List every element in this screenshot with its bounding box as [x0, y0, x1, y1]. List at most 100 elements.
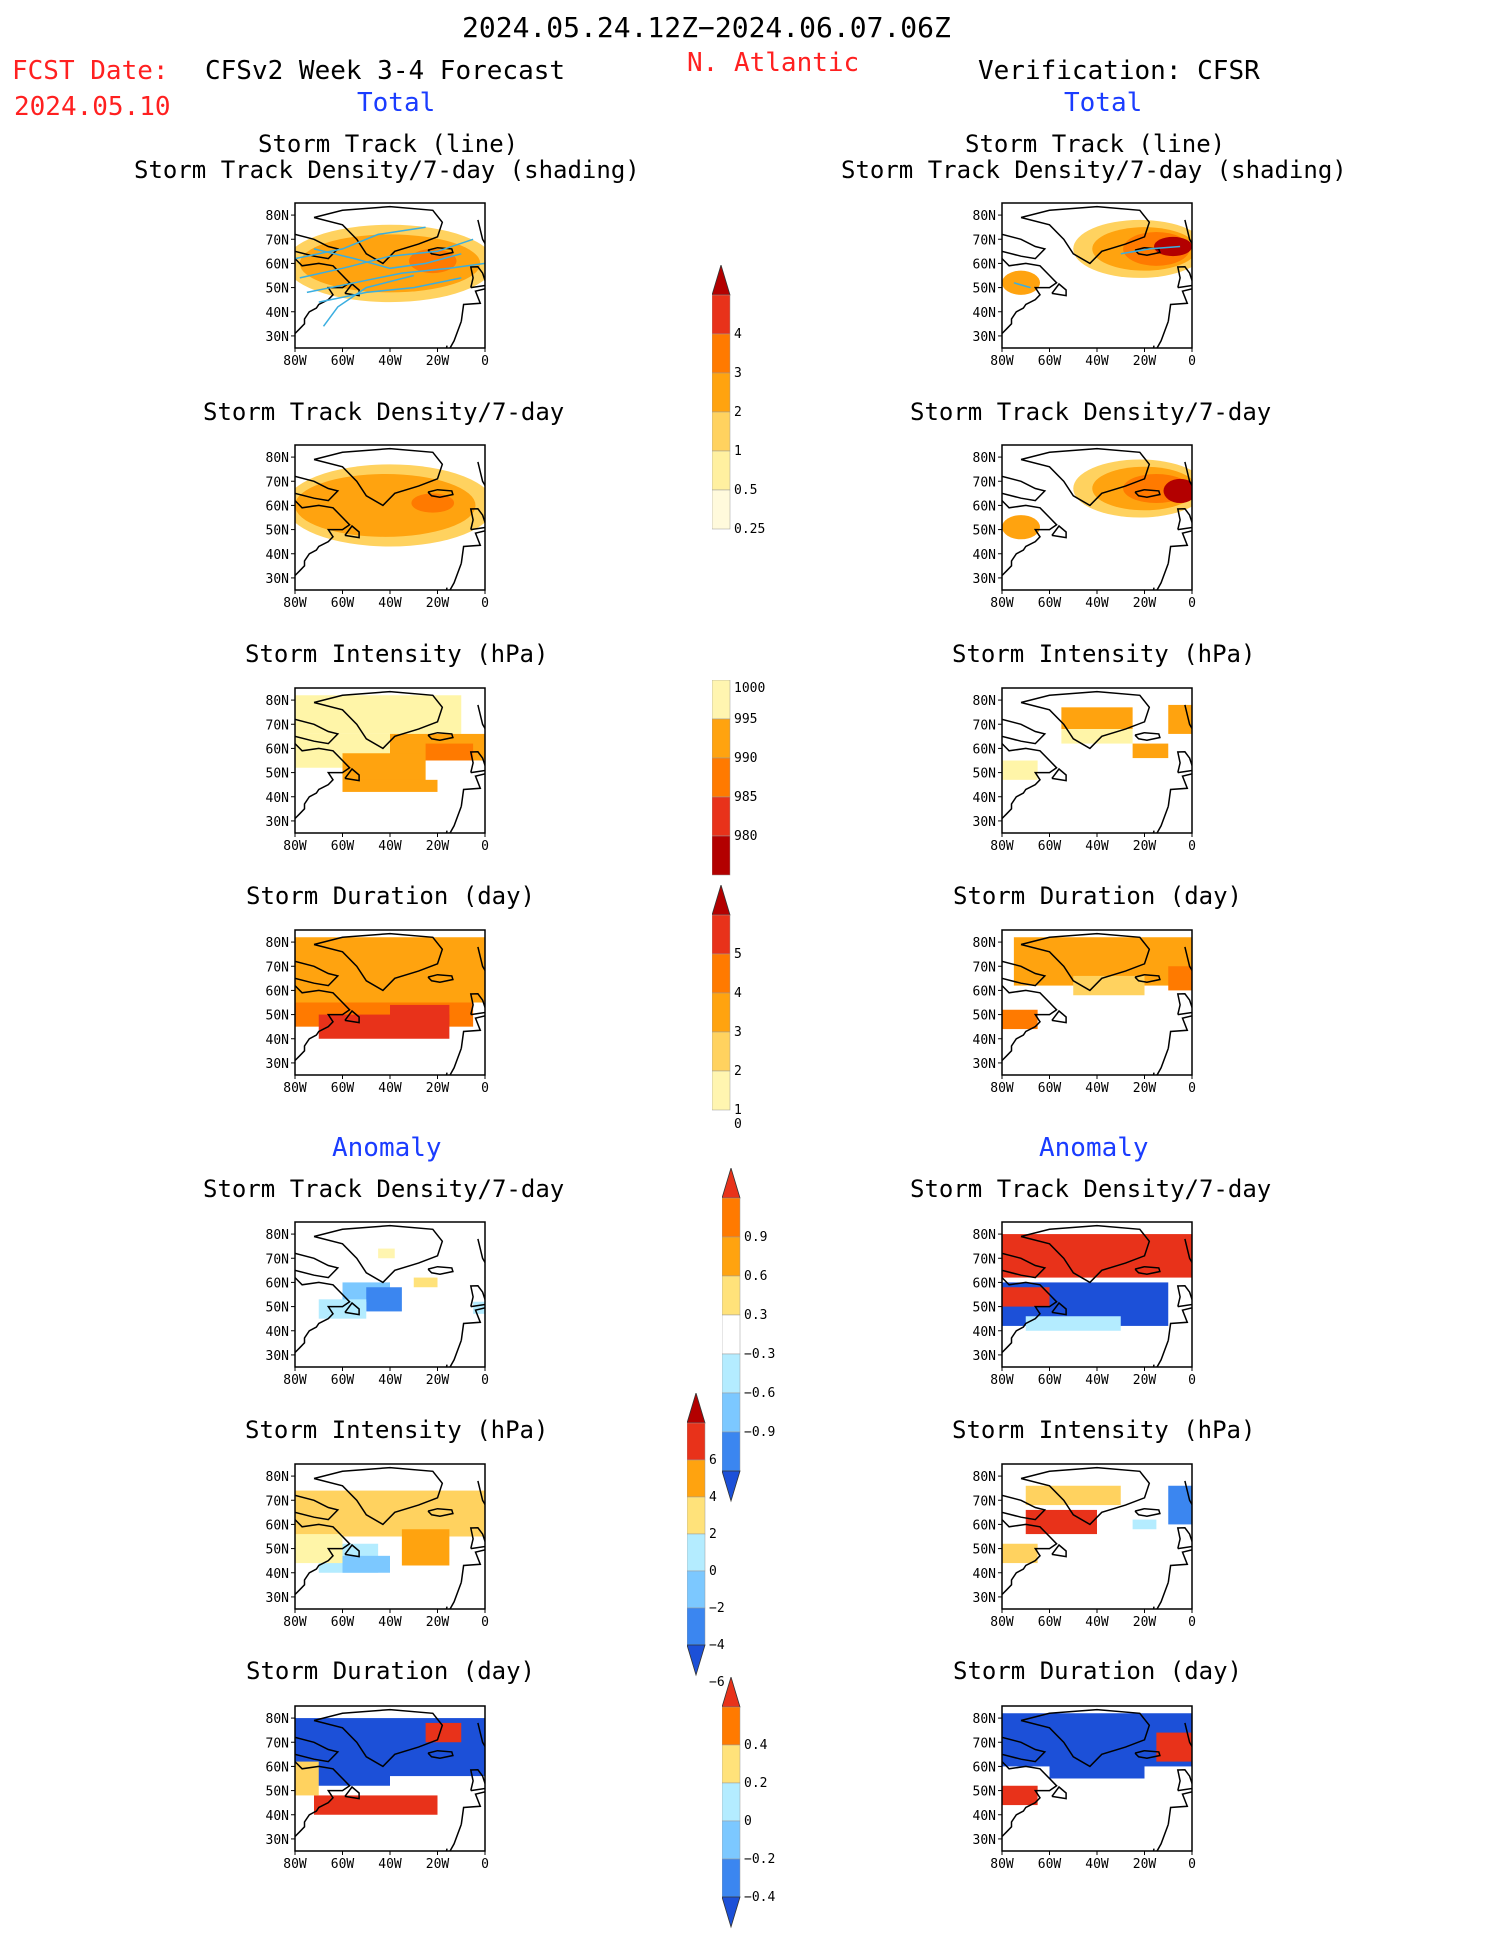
iceland-coast — [427, 1749, 454, 1759]
y-tick-label: 40N — [266, 1325, 289, 1340]
grid-cell — [378, 1248, 395, 1259]
norway-coast — [1184, 946, 1192, 986]
fcst-label: FCST Date: — [12, 56, 169, 86]
colorbar-label: 0 — [744, 1814, 752, 1829]
baffin-coast — [1002, 1736, 1047, 1763]
map-panel-vf_intensity_anom: 80W 60W 40W 20W 0 80N 70N 60N 50N 40N 30N — [973, 1463, 1196, 1630]
x-tick-label: 0 — [481, 1857, 489, 1872]
y-tick-label: 70N — [266, 1252, 289, 1267]
colorbar-segment — [722, 1744, 741, 1784]
y-tick-label: 30N — [266, 815, 289, 830]
colorbar-label: 3 — [734, 366, 742, 381]
y-tick-label: 70N — [266, 1736, 289, 1751]
y-tick-label: 60N — [266, 742, 289, 757]
britain-coast — [469, 751, 485, 774]
verification-total-label: Total — [1064, 88, 1143, 118]
x-tick-label: 60W — [331, 1081, 355, 1096]
north-america-coast — [295, 258, 351, 335]
x-tick-label: 20W — [426, 354, 450, 369]
y-tick-label: 50N — [973, 282, 996, 297]
colorbar-label: 4 — [709, 1490, 717, 1505]
iceland-coast — [1134, 488, 1161, 498]
europe-coast — [460, 1015, 485, 1049]
fc-duration-title: Storm Duration (day) — [246, 882, 535, 910]
fcst-date: 2024.05.10 — [14, 92, 171, 122]
vf-duration-title: Storm Duration (day) — [953, 882, 1242, 910]
newfoundland-coast — [1051, 767, 1067, 782]
colorbar-label: 990 — [734, 751, 757, 766]
colorbar-label: 2 — [734, 1064, 742, 1079]
africa-coast — [1152, 563, 1170, 590]
y-tick-label: 40N — [973, 1809, 996, 1824]
greenland-coast — [1020, 447, 1151, 507]
north-america-coast — [295, 743, 351, 820]
y-tick-label: 40N — [266, 1809, 289, 1824]
x-tick-label: 60W — [331, 354, 355, 369]
fc-duration-anom-title: Storm Duration (day) — [246, 1657, 535, 1685]
grid-cell — [314, 1795, 438, 1815]
grid-cell — [1132, 1519, 1157, 1530]
colorbar-segment — [687, 1496, 706, 1535]
grid-cell — [1025, 1485, 1121, 1506]
x-tick-label: 80W — [283, 596, 307, 611]
baffin-coast — [295, 1494, 340, 1521]
grid-cell — [1168, 1485, 1192, 1525]
iceland-coast — [1134, 1507, 1161, 1517]
colorbar-arrow-bottom — [687, 1644, 706, 1677]
y-tick-label: 40N — [266, 791, 289, 806]
colorbar-duration-total: 5 4 3 2 10 — [712, 885, 742, 1130]
x-tick-label: 40W — [1085, 1373, 1109, 1388]
y-tick-label: 80N — [973, 1470, 996, 1485]
colorbar-arrow-bottom — [722, 1896, 741, 1929]
y-tick-label: 50N — [973, 1301, 996, 1316]
y-tick-label: 60N — [266, 1760, 289, 1775]
colorbar-label: 1000 — [734, 681, 765, 696]
north-america-coast — [295, 985, 351, 1062]
europe-coast — [460, 288, 485, 322]
grid-cell — [425, 743, 474, 761]
x-tick-label: 60W — [331, 596, 355, 611]
greenland-coast — [313, 690, 444, 750]
y-tick-label: 50N — [266, 767, 289, 782]
x-tick-label: 0 — [1188, 839, 1196, 854]
x-tick-label: 20W — [1133, 354, 1157, 369]
colorbar-arrow-top — [687, 1393, 706, 1424]
map-panel-fc_track: 80W 60W 40W 20W 0 80N 70N 60N 50N 40N 30N — [266, 202, 489, 369]
grid-cell — [342, 1555, 390, 1573]
africa-coast — [445, 806, 463, 833]
newfoundland-coast — [344, 767, 360, 782]
map-panel-vf_duration: 80W 60W 40W 20W 0 80N 70N 60N 50N 40N 30N — [973, 929, 1196, 1096]
baffin-coast — [1002, 1494, 1047, 1521]
baffin-coast — [295, 1252, 340, 1279]
norway-coast — [477, 219, 485, 259]
x-tick-label: 60W — [1038, 1373, 1062, 1388]
y-tick-label: 50N — [266, 1301, 289, 1316]
y-tick-label: 40N — [973, 306, 996, 321]
density-contour — [295, 474, 476, 537]
y-tick-label: 80N — [973, 209, 996, 224]
grid-cell — [366, 1287, 402, 1312]
colorbar-segment — [712, 992, 731, 1033]
norway-coast — [1184, 1238, 1192, 1278]
fc-intensity-title: Storm Intensity (hPa) — [245, 640, 549, 668]
grid-cell — [295, 1490, 485, 1537]
baffin-coast — [1002, 718, 1047, 745]
colorbar-segment — [712, 680, 731, 720]
africa-coast — [1152, 1048, 1170, 1075]
norway-coast — [477, 1238, 485, 1278]
grid-cell — [1002, 1234, 1192, 1278]
y-tick-label: 30N — [266, 1833, 289, 1848]
x-tick-label: 0 — [1188, 1373, 1196, 1388]
x-tick-label: 80W — [990, 1373, 1014, 1388]
y-tick-label: 80N — [266, 451, 289, 466]
colorbar-segment — [712, 757, 731, 798]
iceland-coast — [427, 488, 454, 498]
europe-coast — [1167, 1549, 1192, 1583]
colorbar-label: 1 — [734, 444, 742, 459]
europe-coast — [460, 530, 485, 564]
colorbar-label: 0.5 — [734, 483, 757, 498]
colorbar-segment — [712, 953, 731, 994]
colorbar-label: −0.3 — [744, 1347, 775, 1362]
greenland-coast — [313, 932, 444, 992]
colorbar-arrow-top — [712, 885, 731, 916]
